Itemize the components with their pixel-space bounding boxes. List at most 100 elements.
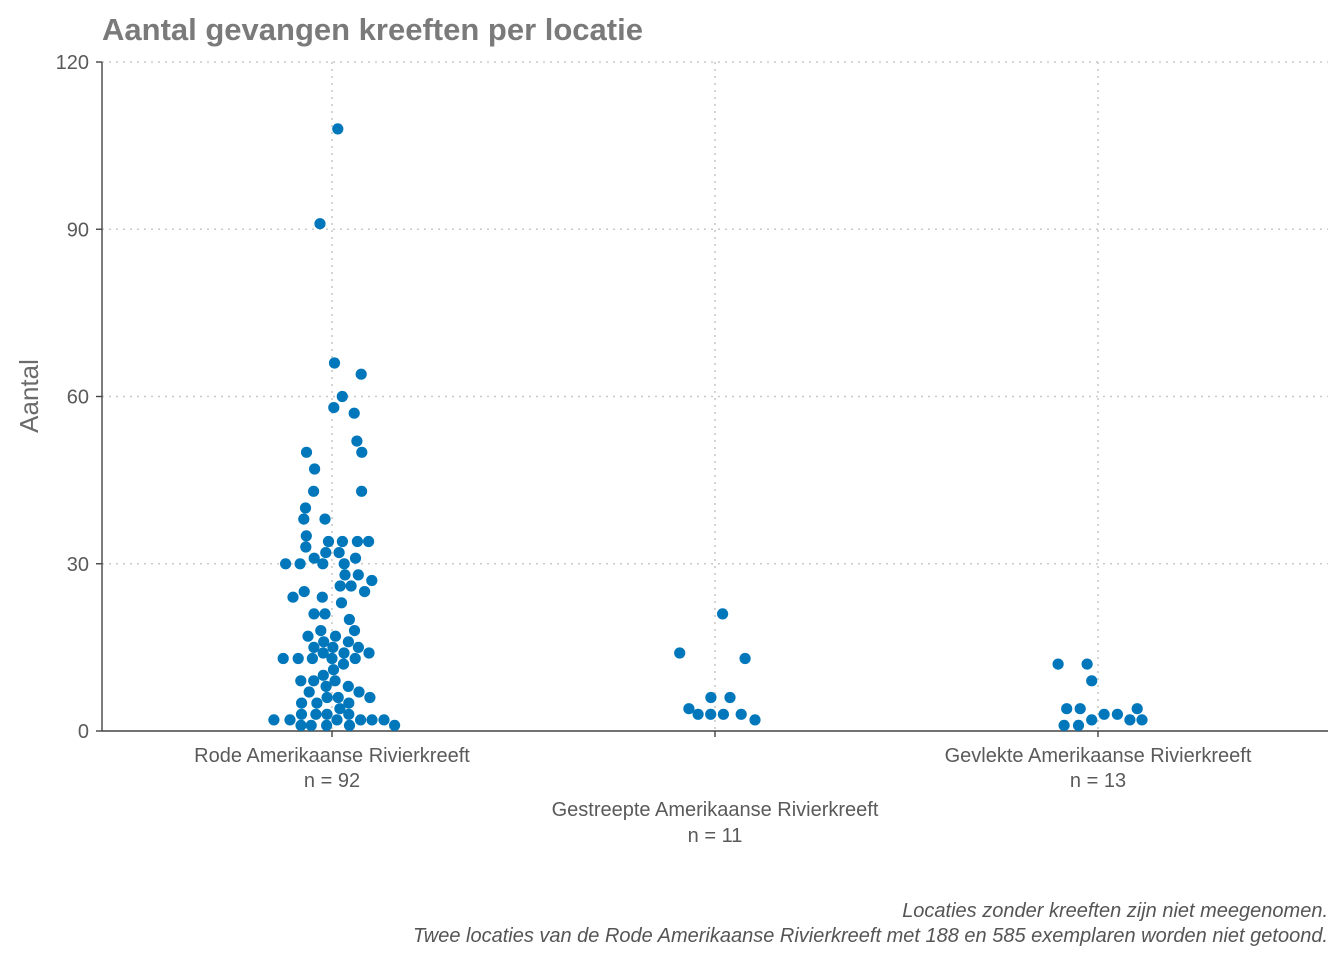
x-category-count: n = 92 xyxy=(304,770,360,792)
data-point xyxy=(314,218,326,230)
data-point xyxy=(298,586,310,598)
data-point xyxy=(359,586,371,598)
data-point xyxy=(1072,719,1085,732)
caption-line-2: Twee locaties van de Rode Amerikaanse Ri… xyxy=(413,925,1328,947)
data-point xyxy=(309,463,321,475)
data-point xyxy=(343,719,356,732)
data-point xyxy=(349,552,362,564)
data-point xyxy=(338,558,350,570)
data-point xyxy=(295,675,307,687)
data-point xyxy=(363,535,375,548)
data-point xyxy=(328,402,340,414)
data-point xyxy=(353,686,365,698)
data-point xyxy=(348,625,361,637)
data-point xyxy=(717,708,730,720)
y-tick-label: 30 xyxy=(67,554,89,576)
data-point xyxy=(326,652,338,665)
y-axis-label: Aantal xyxy=(14,359,44,433)
data-point xyxy=(349,652,361,665)
data-point xyxy=(317,669,329,681)
data-point xyxy=(705,691,717,704)
data-point xyxy=(1124,714,1136,726)
data-point xyxy=(739,652,751,665)
data-point xyxy=(335,597,348,609)
y-tick-label: 90 xyxy=(67,219,89,241)
chart-title: Aantal gevangen kreeften per locatie xyxy=(102,12,643,47)
data-point xyxy=(300,530,312,542)
data-point xyxy=(321,691,333,704)
data-point xyxy=(1136,714,1148,726)
data-point xyxy=(717,608,729,620)
data-point xyxy=(292,652,304,665)
data-point xyxy=(378,714,390,726)
data-point xyxy=(355,368,367,380)
data-point xyxy=(308,552,320,564)
data-point xyxy=(735,708,747,720)
data-point xyxy=(308,485,320,497)
data-point xyxy=(311,697,323,709)
data-point xyxy=(322,535,335,548)
data-point xyxy=(310,708,322,720)
data-point xyxy=(352,569,364,581)
data-point xyxy=(356,485,368,497)
data-point xyxy=(277,652,289,665)
data-point xyxy=(294,558,306,570)
data-point xyxy=(724,691,736,704)
data-point xyxy=(352,641,364,654)
data-point xyxy=(1131,703,1143,715)
data-point xyxy=(298,513,310,525)
data-point xyxy=(389,719,401,732)
grid-layer xyxy=(102,61,1328,731)
y-tick-label: 120 xyxy=(56,52,89,74)
data-point xyxy=(328,357,341,369)
data-point xyxy=(303,686,315,698)
data-point xyxy=(1052,658,1064,670)
data-point xyxy=(1086,675,1098,687)
data-point xyxy=(329,630,342,642)
data-point xyxy=(1098,708,1110,720)
data-point xyxy=(299,502,312,514)
data-point xyxy=(339,569,351,581)
data-point xyxy=(1058,719,1070,732)
data-point xyxy=(268,714,280,726)
data-point xyxy=(320,547,332,559)
data-point xyxy=(336,390,348,403)
data-point xyxy=(327,641,339,654)
data-point xyxy=(692,708,704,720)
data-point xyxy=(316,591,328,603)
data-point xyxy=(321,719,333,732)
data-point xyxy=(327,664,340,676)
data-point xyxy=(287,591,299,603)
data-point xyxy=(337,658,350,670)
data-point xyxy=(305,719,317,732)
data-point xyxy=(1086,714,1098,726)
data-point xyxy=(674,647,686,659)
data-point xyxy=(343,697,355,709)
data-point xyxy=(295,708,308,720)
data-point xyxy=(284,714,296,726)
data-point xyxy=(321,708,333,720)
data-point xyxy=(308,675,320,687)
data-point xyxy=(366,574,378,587)
x-category-count: n = 13 xyxy=(1070,770,1126,792)
data-point xyxy=(351,535,363,548)
data-point xyxy=(280,558,292,570)
x-category-count: n = 11 xyxy=(688,825,743,847)
data-point xyxy=(332,691,344,704)
data-point xyxy=(320,680,332,693)
data-point xyxy=(308,608,320,620)
x-category-label: Rode Amerikaanse Rivierkreeft xyxy=(194,745,470,767)
data-point xyxy=(318,636,330,648)
data-point xyxy=(300,541,312,553)
data-point xyxy=(334,580,346,592)
data-point xyxy=(317,647,329,659)
data-point xyxy=(306,652,318,665)
data-point xyxy=(342,680,354,693)
data-point xyxy=(332,123,344,135)
data-point xyxy=(295,719,307,732)
data-point xyxy=(296,697,308,709)
data-point xyxy=(348,407,360,419)
data-point xyxy=(343,708,355,720)
